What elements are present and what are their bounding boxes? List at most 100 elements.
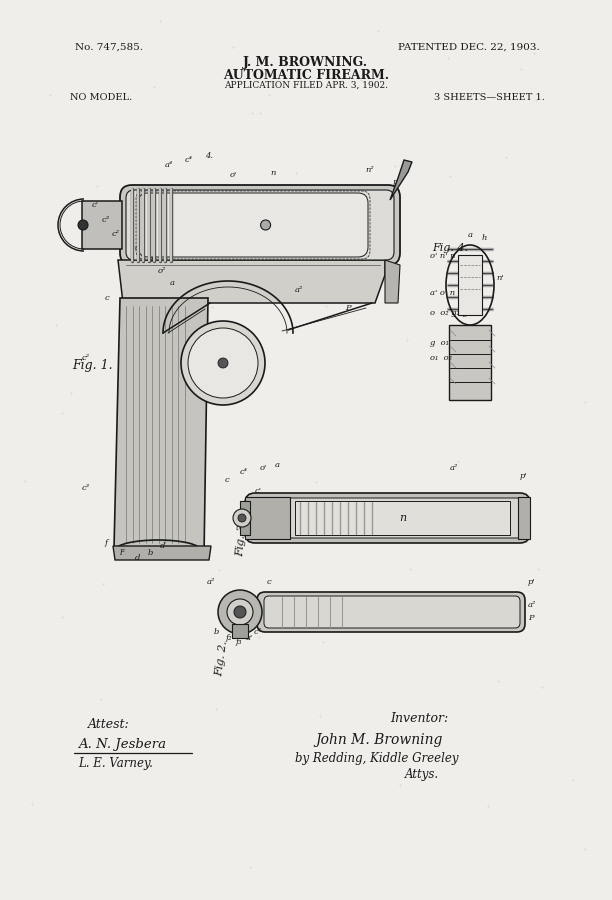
Text: Inventor:: Inventor:: [390, 712, 448, 725]
Text: b: b: [148, 549, 154, 557]
Text: c³: c³: [82, 484, 90, 492]
Text: c: c: [225, 476, 230, 484]
Text: f₃: f₃: [236, 638, 242, 646]
Text: a²: a²: [528, 601, 536, 609]
Bar: [449, 325, 491, 400]
Text: d: d: [135, 554, 140, 562]
Polygon shape: [385, 260, 400, 303]
Text: c': c': [255, 487, 262, 495]
FancyBboxPatch shape: [264, 596, 520, 628]
Text: a²: a²: [295, 286, 304, 294]
Text: n²: n²: [365, 166, 374, 174]
Text: c²: c²: [112, 230, 120, 238]
Text: AUTOMATIC FIREARM.: AUTOMATIC FIREARM.: [223, 69, 389, 82]
Circle shape: [227, 599, 253, 625]
Text: f₂: f₂: [226, 634, 233, 642]
Bar: [518, 497, 530, 539]
Polygon shape: [114, 298, 208, 556]
Text: o': o': [230, 171, 237, 179]
Text: c³: c³: [254, 628, 262, 636]
Text: a: a: [170, 279, 175, 287]
FancyBboxPatch shape: [126, 190, 394, 260]
Text: n': n': [496, 274, 504, 282]
Circle shape: [261, 220, 271, 230]
Text: c₄: c₄: [260, 497, 268, 505]
Text: g  o₁: g o₁: [430, 339, 449, 347]
Text: c³: c³: [102, 216, 110, 224]
Circle shape: [218, 590, 262, 634]
Circle shape: [181, 321, 265, 405]
FancyBboxPatch shape: [257, 592, 525, 632]
Bar: [295, 501, 510, 535]
Text: o₁  o₂: o₁ o₂: [430, 354, 452, 362]
Text: c²: c²: [82, 354, 90, 362]
Text: Fig. 3.: Fig. 3.: [235, 520, 248, 557]
Circle shape: [234, 606, 246, 618]
Bar: [232, 624, 248, 638]
Polygon shape: [118, 260, 385, 303]
Text: 4.: 4.: [148, 256, 156, 264]
Text: a: a: [468, 231, 473, 239]
Text: a²: a²: [450, 464, 458, 472]
Circle shape: [188, 328, 258, 398]
Text: Fig. 2.: Fig. 2.: [214, 640, 229, 677]
Polygon shape: [390, 160, 412, 200]
FancyBboxPatch shape: [120, 185, 400, 265]
Text: A. N. Jesbera: A. N. Jesbera: [78, 738, 166, 751]
Bar: [240, 501, 250, 535]
Text: c⁴: c⁴: [185, 156, 193, 164]
Text: L. E. Varney.: L. E. Varney.: [78, 757, 153, 770]
Text: o': o': [260, 464, 267, 472]
Text: P: P: [528, 614, 534, 622]
Text: p': p': [393, 178, 401, 186]
FancyBboxPatch shape: [138, 193, 368, 257]
Text: o' n' n: o' n' n: [430, 252, 455, 260]
Text: John M. Browning: John M. Browning: [315, 733, 442, 747]
Text: c⁴: c⁴: [240, 468, 248, 476]
Text: NO MODEL.: NO MODEL.: [70, 93, 132, 102]
Text: APPLICATION FILED APR. 3, 1902.: APPLICATION FILED APR. 3, 1902.: [224, 81, 388, 90]
Text: Fig. 4.: Fig. 4.: [432, 243, 468, 253]
Text: a': a': [246, 634, 253, 642]
Text: p': p': [520, 472, 528, 480]
Text: a' o' n: a' o' n: [430, 289, 455, 297]
Circle shape: [78, 220, 88, 230]
Text: a⁴: a⁴: [165, 161, 173, 169]
Text: i': i': [231, 364, 236, 372]
Text: PATENTED DEC. 22, 1903.: PATENTED DEC. 22, 1903.: [398, 43, 540, 52]
Text: o³: o³: [268, 506, 277, 514]
Text: n: n: [399, 513, 406, 523]
Text: l²: l²: [120, 549, 126, 557]
Text: b: b: [214, 628, 219, 636]
Text: J. M. BROWNING.: J. M. BROWNING.: [244, 56, 368, 69]
Text: o  o₂ g₂ g': o o₂ g₂ g': [430, 309, 470, 317]
Text: h: h: [482, 234, 487, 242]
Text: p': p': [528, 578, 536, 586]
FancyBboxPatch shape: [251, 498, 524, 538]
Text: c: c: [267, 578, 272, 586]
Text: 4.: 4.: [205, 152, 213, 160]
Text: P: P: [345, 304, 351, 312]
Circle shape: [218, 358, 228, 368]
Text: o³: o³: [135, 244, 143, 252]
Text: a: a: [275, 461, 280, 469]
Text: a²: a²: [207, 578, 215, 586]
Text: Fig. 1.: Fig. 1.: [72, 358, 113, 372]
FancyBboxPatch shape: [245, 493, 530, 543]
Text: No. 747,585.: No. 747,585.: [75, 43, 143, 52]
Circle shape: [238, 514, 246, 522]
Polygon shape: [82, 201, 122, 249]
Text: 3 SHEETS—SHEET 1.: 3 SHEETS—SHEET 1.: [434, 93, 545, 102]
Text: n: n: [270, 169, 275, 177]
Polygon shape: [113, 546, 211, 560]
Polygon shape: [245, 497, 290, 539]
Text: Attys.: Attys.: [405, 768, 439, 781]
Text: d: d: [160, 542, 165, 550]
Text: o²: o²: [275, 514, 283, 522]
Text: f: f: [105, 539, 108, 547]
Text: Attest:: Attest:: [88, 718, 130, 731]
Text: o²: o²: [158, 267, 166, 275]
Bar: [458, 255, 482, 315]
Text: o: o: [282, 522, 287, 530]
Circle shape: [233, 509, 251, 527]
